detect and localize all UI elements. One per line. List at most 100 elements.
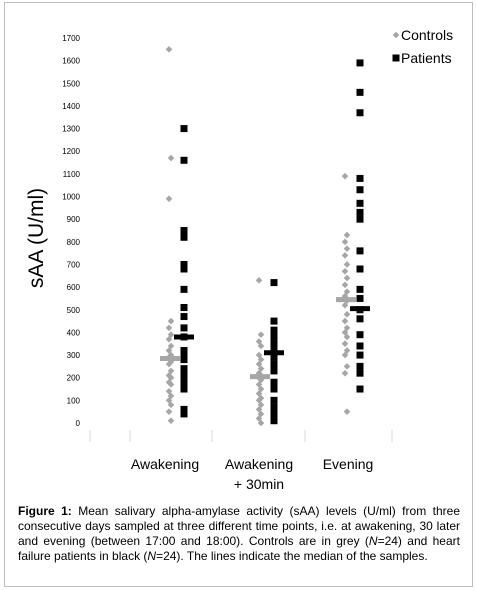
patient-point [270,367,278,375]
control-point [257,356,265,363]
control-point [165,372,173,379]
x-category-label: Awakening + 30min [225,456,293,492]
y-tick-label: 800 [67,238,81,247]
control-point [343,261,351,268]
control-point [343,408,351,415]
patient-point [270,344,278,352]
patient-point [270,378,278,386]
control-point [255,338,263,345]
control-point [167,392,175,400]
patient-point [356,369,364,377]
patient-point [356,215,364,223]
x-category-label: Awakening [131,456,199,472]
legend-label: Controls [401,27,453,43]
legend: Controls Patients [392,27,453,66]
patient-point [356,294,364,302]
x-category-label-line: + 30min [234,476,284,492]
y-tick-label: 400 [67,328,81,337]
patient-point [356,285,364,293]
patient-point [180,410,188,418]
patient-point [180,265,188,273]
y-tick-label: 1400 [62,102,80,111]
x-axis-category-dividers [89,430,393,442]
control-point [167,317,175,325]
patient-point [356,88,364,96]
control-point [341,252,349,259]
patient-point [180,233,188,241]
patient-point [356,265,364,273]
control-point [255,277,263,284]
control-point [255,415,263,422]
patient-point [356,342,364,350]
x-axis-categories: Awakening Awakening + 30min Evening [131,456,373,492]
y-tick-label: 1600 [62,57,80,66]
patient-point [270,333,278,341]
control-point [165,378,173,386]
y-tick-label: 500 [67,306,81,315]
x-category-label-line: Awakening [225,456,293,472]
y-tick-label: 600 [67,283,81,292]
control-point [343,333,351,341]
control-point [167,154,175,162]
patient-point [270,417,278,425]
x-category-label-line: Awakening [131,456,199,472]
patient-point [270,403,278,411]
patient-point [356,174,364,182]
y-tick-label: 700 [67,260,81,269]
control-point [341,369,349,377]
patient-point [270,317,278,325]
control-point [165,195,173,203]
y-axis-label: sAA (U/ml) [25,188,48,288]
patient-point [356,199,364,207]
control-point [165,335,173,343]
y-tick-label: 1500 [62,79,80,88]
patient-point [270,326,278,334]
patient-point [180,260,188,268]
control-point [341,351,349,359]
y-tick-label: 0 [76,419,81,428]
patient-point [356,59,364,67]
y-tick-label: 1200 [62,147,80,156]
y-tick-label: 1000 [62,193,80,202]
patient-point [356,351,364,359]
patient-point [180,156,188,164]
control-point [343,231,351,239]
control-point [341,340,349,348]
patient-point [270,340,278,348]
patient-point [356,109,364,117]
y-tick-label: 300 [67,351,81,360]
patient-point [270,396,278,404]
control-point [343,363,351,370]
control-point [257,419,265,427]
y-tick-label: 100 [67,396,81,405]
patient-point [270,410,278,418]
control-point [341,172,349,180]
figure-frame [4,2,473,587]
control-point [167,381,175,388]
patient-point [270,385,278,393]
control-point [341,267,349,275]
control-point [167,374,175,382]
control-point [343,274,351,282]
figure-caption: Figure 1: Mean salivary alpha-amylase ac… [18,504,460,564]
x-category-label-line: Evening [323,456,374,472]
patient-point [356,315,364,323]
patient-point [180,313,188,321]
control-point [165,408,173,415]
control-point [165,46,173,53]
patient-point [356,362,364,370]
data-points [165,46,364,427]
y-tick-label: 900 [67,215,81,224]
patient-point [356,385,364,393]
control-point [257,342,265,350]
patient-point [180,365,188,373]
legend-label: Patients [401,50,452,66]
control-point [257,410,265,418]
patient-point [356,208,364,216]
patient-point [270,360,278,368]
control-point [341,301,349,309]
caption-label: Figure 1: [18,504,72,518]
patient-point [356,331,364,339]
control-point [167,417,175,425]
y-axis-ticks: 0 100 200 300 400 500 600 700 800 900 1000 1100 1200… [62,34,80,428]
